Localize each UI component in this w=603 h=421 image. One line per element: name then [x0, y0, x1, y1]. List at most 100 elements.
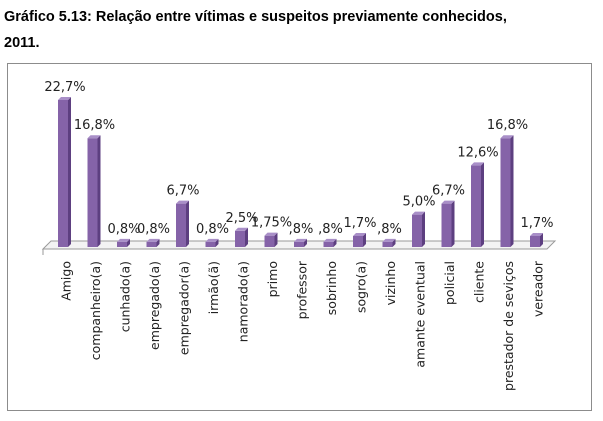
bar-16 — [530, 232, 543, 247]
bar-front-6 — [235, 230, 245, 247]
bar-top-2 — [117, 238, 130, 242]
bar-side-11 — [392, 238, 396, 247]
bar-0 — [58, 97, 71, 247]
bar-side-8 — [304, 238, 307, 247]
chart-area — [7, 63, 592, 411]
bar-side-15 — [510, 135, 514, 247]
data-label-1: 16,8% — [74, 118, 115, 133]
bar-top-7 — [264, 232, 278, 236]
bar-12 — [412, 211, 425, 247]
bar-front-7 — [264, 235, 275, 247]
bar-side-1 — [97, 135, 101, 247]
data-label-0: 22,7% — [44, 80, 85, 95]
data-label-6: 2,5% — [225, 211, 258, 226]
bar-top-15 — [500, 135, 514, 139]
bar-3 — [146, 238, 160, 247]
category-label-4: empregador(a) — [177, 261, 192, 355]
bar-2 — [117, 238, 130, 247]
bar-top-11 — [382, 238, 396, 242]
category-label-10: sogro(a) — [354, 261, 369, 313]
bar-top-0 — [58, 97, 71, 100]
bar-top-12 — [412, 211, 425, 215]
bar-13 — [441, 200, 455, 247]
category-label-1: companheiro(a) — [88, 261, 103, 360]
data-label-12: 5,0% — [402, 195, 435, 210]
category-label-16: vereador — [531, 260, 546, 317]
bar-6 — [235, 227, 248, 247]
bar-14 — [471, 162, 484, 247]
bar-top-3 — [146, 238, 160, 242]
chart-title-line-2: 2011. — [4, 35, 40, 51]
bar-top-14 — [471, 162, 484, 166]
bar-5 — [205, 238, 219, 247]
bar-front-9 — [323, 241, 334, 247]
bar-front-10 — [353, 235, 363, 247]
data-label-3: 0,8% — [137, 222, 170, 237]
data-label-16: 1,7% — [520, 216, 553, 231]
bar-11 — [382, 238, 396, 247]
category-label-14: cliente — [472, 261, 487, 303]
bar-9 — [323, 238, 337, 247]
bar-top-9 — [323, 238, 337, 242]
bar-front-5 — [205, 241, 216, 247]
bar-side-7 — [274, 232, 278, 247]
bar-10 — [353, 232, 366, 247]
bar-8 — [294, 238, 307, 247]
category-label-0: Amigo — [59, 261, 74, 301]
bar-front-0 — [58, 100, 68, 247]
bar-side-14 — [481, 162, 484, 247]
bar-top-5 — [205, 238, 219, 242]
bar-top-10 — [353, 232, 366, 236]
chart-title-line-1: Gráfico 5.13: Relação entre vítimas e su… — [4, 9, 507, 25]
bar-front-11 — [382, 241, 393, 247]
bar-top-8 — [294, 238, 307, 242]
bar-side-10 — [363, 232, 366, 247]
bar-top-1 — [87, 135, 101, 139]
data-label-5: 0,8% — [196, 222, 229, 237]
category-label-12: amante eventual — [413, 261, 428, 368]
bar-front-4 — [176, 203, 186, 247]
bar-top-4 — [176, 200, 189, 204]
data-label-9: ,8% — [318, 222, 343, 237]
data-label-11: ,8% — [377, 222, 402, 237]
bar-1 — [87, 135, 101, 247]
bar-side-12 — [422, 211, 425, 247]
bar-top-16 — [530, 232, 543, 236]
bar-front-2 — [117, 241, 127, 247]
bar-4 — [176, 200, 189, 247]
bar-top-13 — [441, 200, 455, 204]
category-label-5: irmão(ã) — [206, 261, 221, 314]
bar-7 — [264, 232, 278, 247]
bar-front-12 — [412, 214, 422, 247]
data-label-10: 1,7% — [343, 216, 376, 231]
bar-front-8 — [294, 241, 304, 247]
bar-side-0 — [68, 97, 71, 247]
bar-15 — [500, 135, 514, 247]
data-label-15: 16,8% — [487, 118, 528, 133]
category-label-15: prestador de seviços — [501, 261, 516, 391]
category-label-9: sobrinho — [324, 261, 339, 315]
data-label-2: 0,8% — [107, 222, 140, 237]
category-label-6: namorado(a) — [236, 261, 251, 342]
chart-title: Gráfico 5.13: Relação entre vítimas e su… — [4, 4, 599, 56]
bar-side-16 — [540, 232, 543, 247]
category-label-13: policial — [442, 261, 457, 305]
category-label-11: vizinho — [383, 261, 398, 305]
bar-side-5 — [215, 238, 219, 247]
bar-side-9 — [333, 238, 337, 247]
category-label-2: cunhado(a) — [118, 261, 133, 332]
bar-front-13 — [441, 203, 452, 247]
bar-side-3 — [156, 238, 160, 247]
data-label-4: 6,7% — [166, 184, 199, 199]
bar-front-3 — [146, 241, 157, 247]
bar-side-6 — [245, 227, 248, 247]
bar-side-2 — [127, 238, 130, 247]
bar-side-4 — [186, 200, 189, 247]
data-labels: 22,7%16,8%0,8%0,8%6,7%0,8%2,5%1,75%,8% ,8… — [44, 80, 553, 237]
bar-front-14 — [471, 165, 481, 247]
data-label-8: ,8% — [289, 222, 314, 237]
category-labels: Amigo companheiro(a) cunhado(a) empregado(a… — [59, 260, 546, 391]
data-label-13: 6,7% — [432, 184, 465, 199]
bar-front-15 — [500, 138, 511, 247]
